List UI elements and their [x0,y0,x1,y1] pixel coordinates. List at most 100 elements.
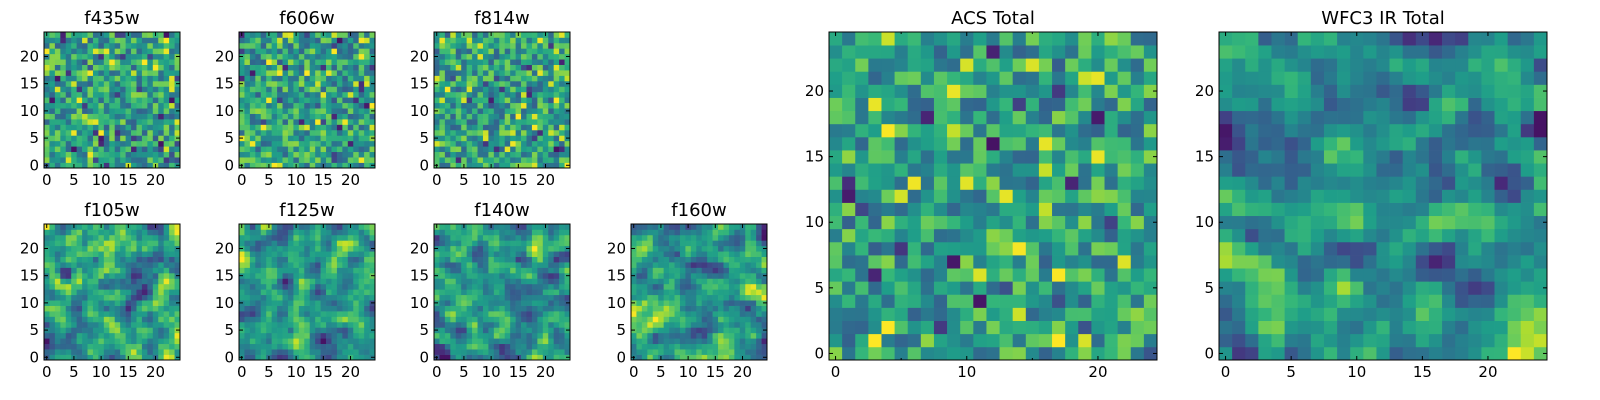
heatmap-cell [239,262,245,268]
heatmap-cell [548,157,555,163]
heatmap-cell [60,53,67,60]
heatmap-cell [493,135,500,142]
heatmap-cell [358,300,365,306]
heatmap-cell [564,42,571,49]
heatmap-cell [315,305,321,312]
y-tick-label: 20 [410,47,429,65]
heatmap-cell [169,300,175,306]
heatmap-cell [636,327,643,334]
heatmap-cell [482,321,489,328]
heatmap-cell [76,234,83,241]
heatmap-cell [450,75,457,82]
heatmap-cell [293,305,300,312]
heatmap-cell [526,108,533,114]
heatmap-cell [109,37,116,44]
heatmap-cell [739,305,746,312]
heatmap-cell [320,80,327,87]
heatmap-cell [304,354,311,361]
heatmap-cell [701,229,708,236]
heatmap-cell [120,157,126,163]
heatmap-cell [756,272,762,279]
heatmap-cell [353,37,360,44]
heatmap-cell [1038,307,1053,321]
heatmap-cell [158,113,165,120]
heatmap-cell [331,32,338,38]
heatmap-cell [477,289,484,296]
heatmap-cell [60,75,67,82]
heatmap-cell [60,80,67,87]
heatmap-cell [293,91,300,98]
heatmap-cell [152,64,159,71]
heatmap-cell [531,97,538,104]
heatmap-cell [542,311,549,317]
heatmap-cell [158,240,165,247]
heatmap-cell [266,289,272,296]
heatmap-cell [255,321,262,328]
heatmap-cell [531,146,538,153]
heatmap-cell [641,234,648,241]
heatmap-cell [174,113,181,120]
heatmap-cell [690,283,697,290]
heatmap-cell [54,80,61,87]
heatmap-cell [842,268,856,282]
heatmap-cell [477,42,484,49]
heatmap-cell [450,251,457,257]
heatmap-cell [358,272,365,279]
heatmap-cell [745,343,752,350]
heatmap-cell [631,321,637,328]
heatmap-cell [271,129,278,136]
heatmap-cell [60,129,67,136]
heatmap-cell [282,75,289,82]
heatmap-cell [499,267,506,274]
heatmap-cell [260,294,267,301]
heatmap-cell [336,64,343,71]
heatmap-cell [707,305,713,312]
heatmap-cell [320,75,327,82]
heatmap-cell [504,53,511,60]
heatmap-cell [266,343,272,350]
heatmap-cell [531,102,538,109]
heatmap-cell [49,113,56,120]
heatmap-cell [531,162,538,169]
heatmap-cell [679,283,686,290]
heatmap-cell [109,102,116,109]
heatmap-cell [141,157,148,163]
heatmap-cell [960,281,974,295]
heatmap-cell [482,251,489,257]
heatmap-cell [728,338,735,345]
heatmap-cell [249,140,256,147]
heatmap-cell [455,86,462,93]
heatmap-cell [537,70,544,76]
heatmap-cell [309,151,316,158]
heatmap-cell [1012,202,1027,217]
heatmap-cell [82,332,88,339]
heatmap-cell [60,91,67,98]
heatmap-cell [298,97,305,104]
heatmap-cell [60,349,67,355]
heatmap-cell [477,37,484,44]
heatmap-cell [466,294,473,301]
heatmap-cell [868,333,882,348]
heatmap-cell [87,48,94,55]
x-tick-label: 0 [42,363,52,381]
heatmap-cell [309,300,316,306]
heatmap-cell [734,262,741,268]
heatmap-cell [82,229,88,236]
heatmap-cell [353,289,360,296]
heatmap-cell [542,70,549,76]
heatmap-cell [103,119,110,125]
heatmap-cell [636,251,643,257]
heatmap-cell [444,245,451,252]
heatmap-cell [745,234,752,241]
heatmap-cell [542,53,549,60]
heatmap-cell [92,278,99,285]
heatmap-cell [65,70,72,76]
heatmap-cell [510,245,516,252]
heatmap-cell [260,124,267,131]
heatmap-cell [679,311,686,317]
heatmap-cell [707,343,713,350]
heatmap-cell [49,70,56,76]
heatmap-cell [260,32,267,38]
heatmap-cell [526,48,533,55]
heatmap-cell [472,283,478,290]
